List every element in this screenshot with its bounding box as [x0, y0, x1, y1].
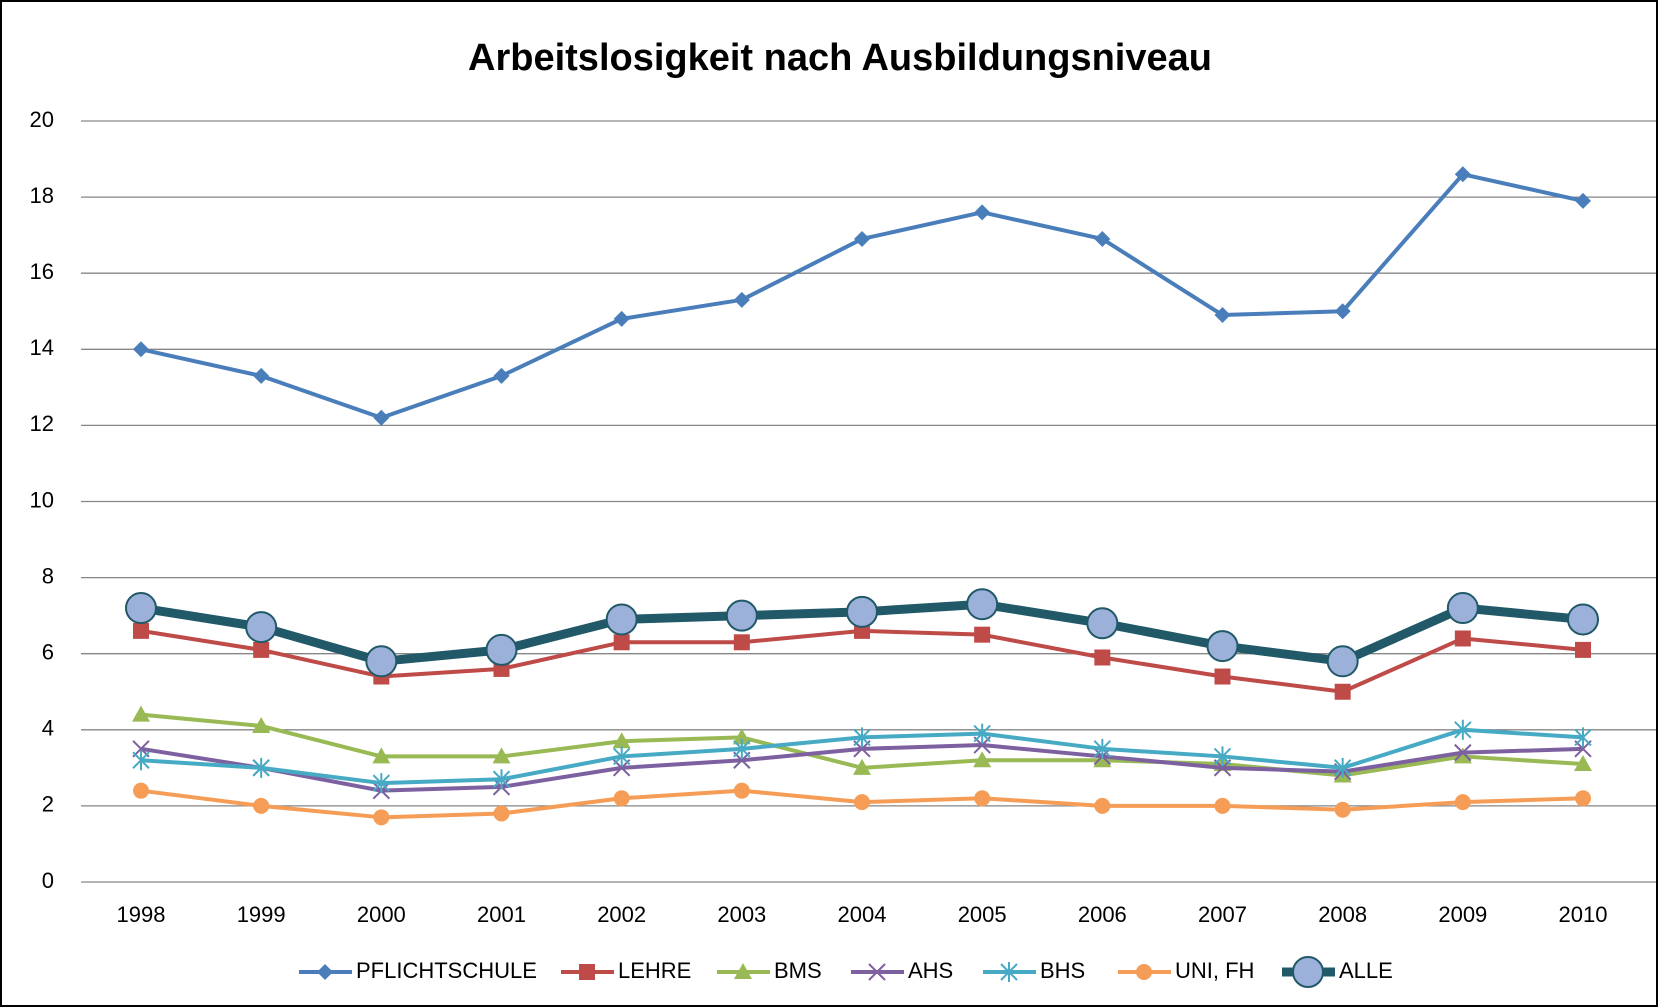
y-tick-label: 20 [30, 107, 54, 132]
marker [1455, 630, 1471, 646]
x-tick-label: 2002 [597, 902, 646, 927]
marker [974, 790, 990, 806]
x-tick-label: 2009 [1438, 902, 1487, 927]
marker [1094, 650, 1110, 666]
marker [614, 634, 630, 650]
marker [607, 604, 637, 634]
x-tick-label: 2008 [1318, 902, 1367, 927]
y-tick-label: 16 [30, 259, 54, 284]
legend-label: AHS [908, 958, 953, 983]
x-tick-label: 2004 [838, 902, 887, 927]
marker [487, 635, 517, 665]
y-tick-label: 18 [30, 183, 54, 208]
y-tick-label: 14 [30, 335, 54, 360]
x-tick-label: 2001 [477, 902, 526, 927]
x-tick-label: 1998 [117, 902, 166, 927]
marker [1094, 798, 1110, 814]
legend-label: PFLICHTSCHULE [356, 958, 537, 983]
marker [734, 783, 750, 799]
chart-frame [1, 1, 1657, 1006]
x-tick-label: 2006 [1078, 902, 1127, 927]
marker [967, 589, 997, 619]
legend-label: BHS [1040, 958, 1085, 983]
marker [133, 783, 149, 799]
marker [614, 790, 630, 806]
legend-marker [1136, 964, 1152, 980]
legend-label: ALLE [1339, 958, 1393, 983]
marker [1215, 798, 1231, 814]
y-tick-label: 4 [42, 716, 54, 741]
marker [1335, 802, 1351, 818]
x-tick-label: 2010 [1559, 902, 1608, 927]
marker [847, 597, 877, 627]
marker [1575, 642, 1591, 658]
legend-label: UNI, FH [1175, 958, 1254, 983]
marker [133, 623, 149, 639]
marker [253, 798, 269, 814]
y-tick-label: 2 [42, 792, 54, 817]
y-tick-label: 0 [42, 868, 54, 893]
x-tick-label: 2003 [717, 902, 766, 927]
marker [1335, 684, 1351, 700]
marker [373, 809, 389, 825]
marker [246, 612, 276, 642]
x-tick-label: 2005 [958, 902, 1007, 927]
legend-label: BMS [774, 958, 822, 983]
marker [727, 601, 757, 631]
marker [366, 646, 396, 676]
marker [1208, 631, 1238, 661]
y-tick-label: 12 [30, 411, 54, 436]
marker [1448, 593, 1478, 623]
marker [734, 634, 750, 650]
x-tick-label: 2007 [1198, 902, 1247, 927]
x-tick-label: 2000 [357, 902, 406, 927]
chart: Arbeitslosigkeit nach Ausbildungsniveau … [0, 0, 1658, 1007]
y-tick-label: 6 [42, 640, 54, 665]
marker [854, 794, 870, 810]
marker [126, 593, 156, 623]
marker [1455, 794, 1471, 810]
marker [1087, 608, 1117, 638]
chart-title: Arbeitslosigkeit nach Ausbildungsniveau [468, 37, 1212, 79]
marker [253, 642, 269, 658]
marker [494, 806, 510, 822]
legend-marker [579, 964, 595, 980]
y-tick-label: 8 [42, 563, 54, 588]
marker [1575, 790, 1591, 806]
y-tick-label: 10 [30, 487, 54, 512]
legend-label: LEHRE [618, 958, 691, 983]
marker [1328, 646, 1358, 676]
marker [1568, 604, 1598, 634]
legend-marker [1293, 957, 1323, 987]
marker [1215, 669, 1231, 685]
marker [974, 627, 990, 643]
x-tick-label: 1999 [237, 902, 286, 927]
